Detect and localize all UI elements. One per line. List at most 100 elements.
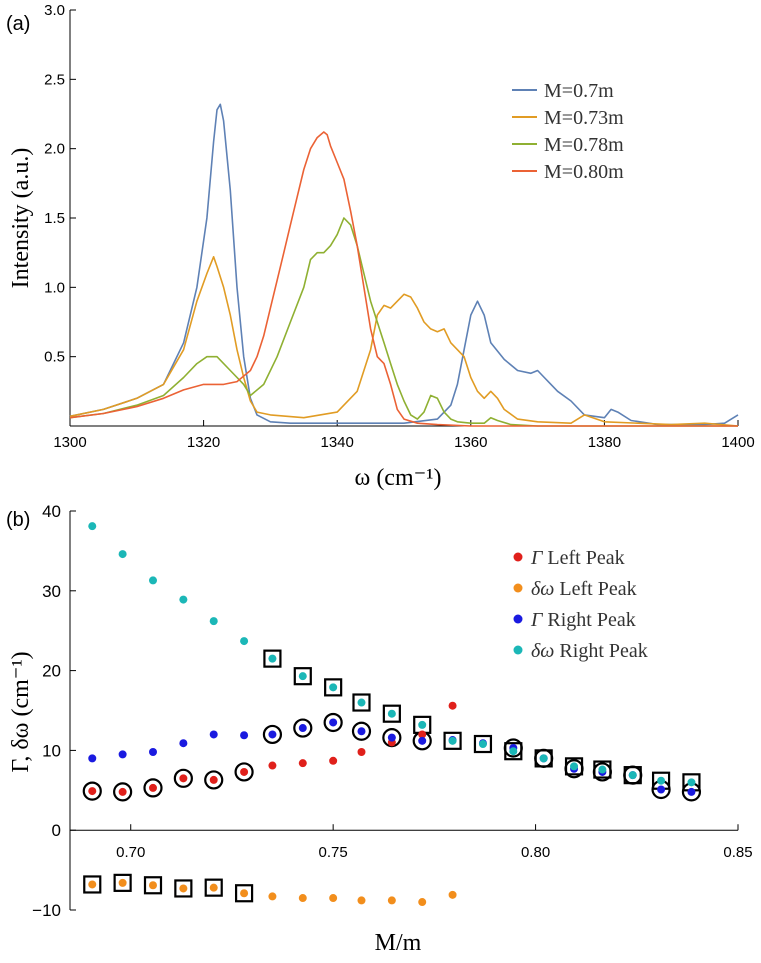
- legend-label: δω Right Peak: [531, 640, 648, 662]
- data-point-s3: [240, 637, 249, 646]
- data-point-s1: [298, 894, 307, 903]
- data-point-s2: [329, 718, 338, 727]
- data-point-s3: [118, 550, 127, 559]
- data-point-s3: [657, 776, 666, 785]
- data-point-s3: [88, 522, 97, 531]
- data-point-s2: [148, 747, 157, 756]
- circle-marker: [143, 778, 163, 798]
- square-marker: [143, 876, 163, 895]
- circle-marker: [293, 718, 313, 738]
- data-point-s3: [268, 654, 277, 663]
- x-axis-label-b: M/m: [375, 930, 422, 956]
- series-line-3: [69, 131, 738, 427]
- square-marker: [263, 649, 282, 668]
- y-tick-label: 1.0: [44, 279, 65, 296]
- square-marker: [83, 875, 102, 894]
- legend-dot: [513, 614, 523, 624]
- data-point-s2: [387, 733, 396, 742]
- legend-label: Γ Right Peak: [530, 609, 636, 631]
- square-marker: [382, 704, 401, 723]
- data-point-s2: [357, 727, 366, 736]
- panel-a-label: (a): [6, 13, 30, 35]
- square-marker: [504, 742, 523, 761]
- square-marker: [234, 884, 254, 903]
- y-tick-label: 0.5: [44, 349, 65, 366]
- legend-label: δω Left Peak: [531, 578, 637, 600]
- spectrum-panel: (a) 1300 1320 1340 1360 1380 1400 0.5 1.0 1.5 2.…: [6, 2, 755, 491]
- y-tick-label: 2.0: [44, 141, 65, 158]
- data-point-s0: [148, 783, 157, 792]
- square-marker: [443, 731, 462, 750]
- x-tick-label: 0.70: [116, 844, 145, 861]
- square-marker: [534, 749, 553, 768]
- data-point-s3: [148, 576, 157, 585]
- data-point-s0: [240, 767, 249, 776]
- legend-label: M=0.80m: [544, 161, 624, 183]
- data-point-s1: [387, 896, 396, 905]
- legend-dot: [513, 583, 523, 593]
- x-axis-label-a: ω (cm⁻¹): [355, 465, 442, 491]
- legend-symbol: Γ: [530, 609, 544, 631]
- y-tick-label: 10: [42, 741, 61, 760]
- data-point-s2: [268, 730, 277, 739]
- data-point-s0: [268, 761, 277, 770]
- data-point-s1: [179, 884, 188, 893]
- data-point-s2: [118, 750, 127, 759]
- circle-marker: [82, 781, 102, 801]
- circle-marker: [262, 724, 283, 745]
- legend-symbol: δω: [531, 640, 554, 662]
- data-point-s0: [118, 787, 127, 796]
- panel-b-label: (b): [6, 509, 30, 531]
- legend-dot: [513, 645, 523, 655]
- scatter-points: [88, 522, 696, 907]
- data-point-s1: [148, 881, 157, 890]
- y-ticks-a: 0.5 1.0 1.5 2.0 2.5 3.0: [44, 2, 76, 366]
- y-tick-label: 2.5: [44, 71, 65, 88]
- data-point-s3: [598, 765, 607, 774]
- data-point-s0: [88, 787, 97, 796]
- data-point-s1: [268, 892, 277, 901]
- data-point-s3: [478, 740, 487, 749]
- data-point-s1: [448, 890, 457, 899]
- legend-rest: Right Peak: [542, 609, 635, 631]
- series-line-1: [69, 256, 739, 427]
- width-shift-panel: (b) 0.70 0.75 0.80 0.85 −10 0 10 20 30 40 M/m Γ,…: [6, 502, 753, 956]
- circle-marker: [173, 768, 193, 788]
- spectrum-lines: [69, 103, 739, 427]
- data-point-s3: [179, 595, 188, 604]
- data-point-s2: [209, 730, 218, 739]
- data-point-s3: [539, 754, 548, 763]
- y-tick-label: 40: [42, 502, 61, 521]
- data-point-s1: [118, 878, 127, 887]
- y-tick-label: 30: [42, 582, 61, 601]
- data-point-s3: [357, 698, 366, 707]
- legend-symbol: δω: [531, 578, 554, 600]
- data-point-s0: [357, 747, 366, 756]
- square-marker: [623, 766, 642, 785]
- circle-marker: [234, 762, 254, 782]
- square-marker: [324, 678, 343, 697]
- data-point-s3: [687, 778, 696, 787]
- y-tick-label: 0: [52, 821, 61, 840]
- y-tick-label: 20: [42, 662, 61, 681]
- data-point-s1: [209, 883, 218, 892]
- data-point-s3: [448, 736, 457, 745]
- square-marker: [204, 878, 223, 897]
- data-point-s2: [240, 731, 249, 740]
- data-point-s0: [418, 730, 427, 739]
- square-marker: [293, 667, 312, 686]
- data-point-s1: [418, 898, 427, 907]
- legend-label: M=0.78m: [544, 134, 624, 156]
- square-marker: [473, 734, 493, 754]
- square-marker: [564, 757, 584, 776]
- data-point-s0: [179, 774, 188, 783]
- data-point-s0: [329, 756, 338, 765]
- x-tick-label: 1360: [454, 434, 487, 451]
- x-tick-label: 1340: [321, 434, 354, 451]
- circle-marker: [351, 721, 372, 741]
- legend-label: M=0.73m: [544, 107, 624, 129]
- data-point-s1: [357, 896, 366, 905]
- x-tick-label: 0.85: [723, 844, 752, 861]
